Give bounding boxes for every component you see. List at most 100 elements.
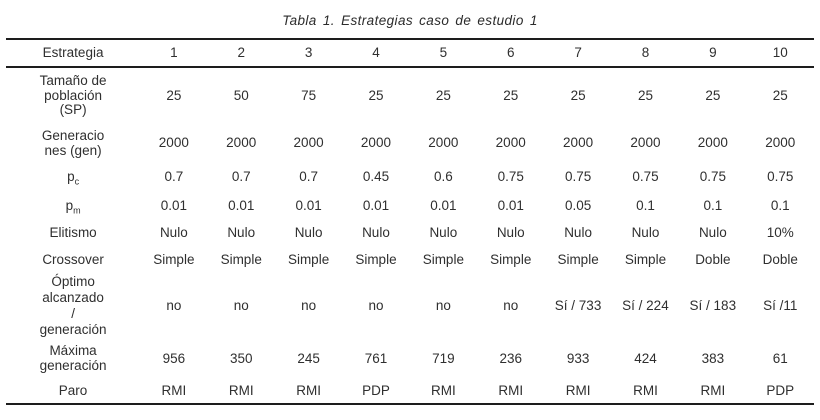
row-label-line: Tamaño de (39, 73, 107, 89)
table-cell: Nulo (227, 225, 256, 241)
table-row: Tamaño de población (SP) 25 50 75 25 25 … (6, 67, 814, 124)
table-cell: Nulo (631, 225, 660, 241)
table-cell: 25 (166, 87, 182, 103)
table-cell: 10% (766, 225, 794, 241)
table-cell: 0.6 (433, 169, 453, 185)
table-cell: 61 (772, 350, 788, 366)
row-label-line: generación (39, 358, 107, 373)
table-cell: 25 (637, 87, 653, 103)
table-cell: PDP (766, 383, 795, 399)
row-label-line: población (44, 87, 102, 103)
table-cell: Simple (422, 252, 464, 268)
table-cell: Nulo (159, 225, 188, 241)
table-cell: Simple (355, 252, 397, 268)
table-cell: 0.1 (636, 197, 655, 213)
row-label-subscript: c (74, 176, 80, 187)
table-cell: no (435, 297, 451, 313)
table-cell: no (166, 297, 182, 313)
row-label: Crossover (42, 252, 104, 268)
table-cell: Simple (557, 252, 599, 268)
table-cell: Doble (695, 252, 731, 268)
row-label: Tamaño de población (SP) (6, 67, 140, 124)
table-cell: 761 (364, 350, 388, 366)
table-cell: 2000 (293, 135, 324, 151)
table-cell: PDP (362, 383, 390, 399)
row-label-line: Generacio (41, 127, 105, 143)
table-cell: Simple (624, 252, 667, 268)
table-row: Paro RMI RMI RMI PDP RMI RMI RMI RMI RMI… (6, 380, 814, 404)
row-label: pm (6, 192, 140, 220)
row-label-line: Óptimo (51, 274, 95, 290)
table-cell: 25 (705, 87, 721, 103)
table-cell: 2000 (158, 135, 189, 151)
row-label: Máxima generación (6, 338, 140, 380)
table-cell: 2000 (428, 135, 459, 151)
table-cell: 0.05 (564, 197, 592, 213)
table-cell: 25 (503, 87, 519, 103)
table-cell: 0.75 (699, 169, 726, 185)
table-cell: RMI (700, 383, 726, 399)
row-label-line: / (71, 306, 75, 321)
table-cell: Sí / 224 (622, 297, 669, 313)
table-row: Óptimo alcanzado / generación no no no n… (6, 274, 814, 338)
table-cell: 25 (570, 87, 586, 103)
table-cell: 0.01 (228, 197, 255, 213)
table-cell: Sí /11 (763, 297, 798, 313)
table-row: pm 0.01 0.01 0.01 0.01 0.01 0.01 0.05 0.… (6, 192, 814, 220)
header-row: Estrategia 1 2 3 4 5 6 7 8 9 10 (6, 39, 814, 67)
column-header: 6 (506, 44, 515, 60)
row-label-line: alcanzado (42, 290, 104, 306)
row-label-line: Máxima (49, 343, 97, 359)
table-cell: 0.75 (564, 169, 592, 185)
row-label: Óptimo alcanzado / generación (6, 274, 140, 338)
table-cell: RMI (565, 383, 591, 399)
table-cell: 0.75 (497, 169, 524, 185)
table-cell: no (301, 297, 317, 313)
table-cell: RMI (228, 383, 254, 399)
table-cell: 236 (499, 350, 522, 366)
table-cell: Nulo (496, 225, 525, 241)
table-title: Tabla 1. Estrategias caso de estudio 1 (282, 13, 538, 28)
column-header: 10 (772, 44, 788, 60)
table-cell: 0.1 (703, 197, 723, 213)
column-header: 1 (170, 44, 178, 60)
row-label: Elitismo (49, 225, 97, 241)
table-row: Crossover Simple Simple Simple Simple Si… (6, 247, 814, 274)
table-cell: no (503, 297, 519, 313)
table-cell: 75 (301, 87, 317, 103)
table-cell: 0.45 (362, 169, 390, 185)
table-cell: Sí / 183 (689, 297, 737, 313)
row-label-line: generación (39, 321, 107, 337)
table-cell: 2000 (226, 135, 257, 151)
table-cell: Nulo (564, 225, 592, 241)
table-cell: 933 (566, 350, 590, 366)
table-cell: 2000 (697, 135, 728, 151)
table-cell: Simple (153, 252, 195, 268)
table-row: Generacio nes (gen) 2000 2000 2000 2000 … (6, 124, 814, 163)
table-cell: 719 (432, 350, 455, 366)
table-cell: 0.7 (164, 169, 184, 185)
table-row: pc 0.7 0.7 0.7 0.45 0.6 0.75 0.75 0.75 0… (6, 163, 814, 192)
row-label-subscript: m (73, 205, 81, 216)
table-cell: RMI (633, 383, 658, 399)
table-cell: RMI (161, 383, 187, 399)
table-cell: 956 (162, 350, 186, 366)
table-row: Máxima generación 956 350 245 761 719 23… (6, 338, 814, 380)
column-header: 3 (304, 44, 313, 60)
table-cell: 0.75 (632, 169, 659, 185)
table-cell: 0.7 (299, 169, 318, 185)
table-cell: 0.75 (767, 169, 794, 185)
table-cell: 0.01 (295, 197, 322, 213)
table-cell: Nulo (429, 225, 458, 241)
row-label-line: nes (gen) (44, 142, 102, 158)
table-cell: 50 (233, 87, 249, 103)
table-cell: 2000 (630, 135, 661, 151)
table-cell: 25 (368, 87, 384, 103)
table-cell: Simple (220, 252, 262, 268)
table-cell: 0.01 (362, 197, 390, 213)
column-header: 9 (709, 44, 717, 60)
table-cell: Simple (287, 252, 330, 268)
column-header: 7 (574, 44, 582, 60)
column-header: 8 (641, 44, 650, 60)
column-header: 4 (372, 44, 380, 60)
